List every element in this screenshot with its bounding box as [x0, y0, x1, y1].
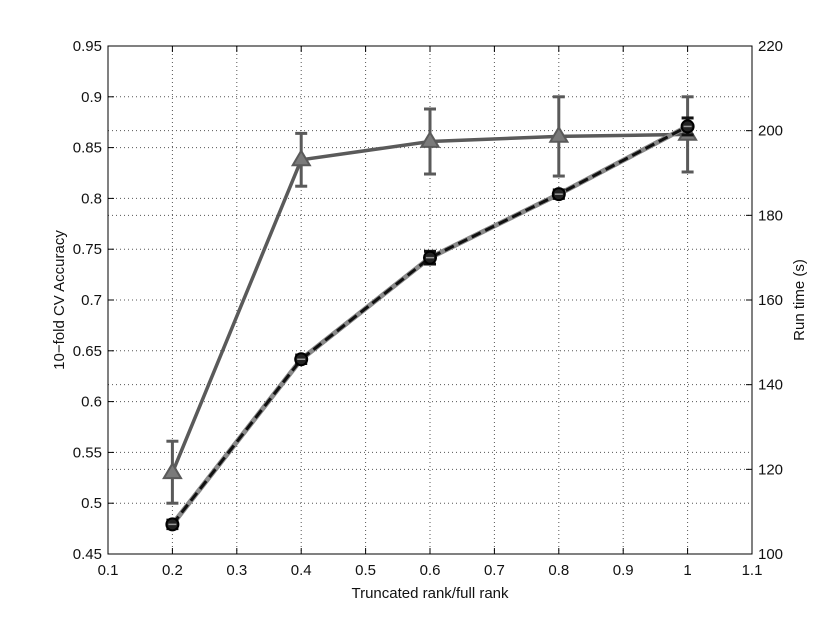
x-tick-label: 0.8: [548, 562, 569, 579]
x-tick-label: 0.2: [162, 562, 183, 579]
x-tick-label: 0.9: [613, 562, 634, 579]
y-left-tick-label: 0.7: [81, 292, 102, 309]
y-right-tick-label: 100: [758, 546, 783, 563]
y-left-tick-label: 0.55: [73, 444, 102, 461]
y-left-tick-label: 0.65: [73, 343, 102, 360]
x-tick-label: 0.3: [226, 562, 247, 579]
x-tick-label: 0.1: [98, 562, 119, 579]
x-tick-label: 0.5: [355, 562, 376, 579]
x-tick-label: 1.1: [742, 562, 763, 579]
y-right-tick-label: 160: [758, 292, 783, 309]
y-right-tick-label: 180: [758, 207, 783, 224]
series-0-point: [419, 130, 441, 148]
y-left-tick-label: 0.9: [81, 89, 102, 106]
x-tick-label: 1: [683, 562, 691, 579]
y-right-tick-label: 140: [758, 377, 783, 394]
y-left-tick-label: 0.75: [73, 241, 102, 258]
y-left-tick-label: 0.45: [73, 546, 102, 563]
series-0-point: [162, 461, 183, 480]
y-right-tick-label: 220: [758, 38, 783, 55]
x-tick-label: 0.7: [484, 562, 505, 579]
y-axis-left-label: 10−fold CV Accuracy: [51, 230, 68, 370]
y-axis-right-label: Run time (s): [791, 259, 808, 341]
series-0-point: [290, 148, 312, 167]
y-left-tick-label: 0.8: [81, 190, 102, 207]
x-tick-label: 0.4: [291, 562, 312, 579]
series: [162, 95, 698, 532]
series-1-line: [171, 125, 689, 526]
y-left-tick-label: 0.6: [81, 394, 102, 411]
y-left-tick-label: 0.95: [73, 38, 102, 55]
x-tick-label: 0.6: [420, 562, 441, 579]
series-0-point: [548, 125, 570, 143]
x-axis-label: Truncated rank/full rank: [351, 585, 509, 602]
y-right-tick-label: 200: [758, 123, 783, 140]
y-left-tick-label: 0.5: [81, 495, 102, 512]
y-left-tick-label: 0.85: [73, 140, 102, 157]
y-right-tick-label: 120: [758, 461, 783, 478]
ticks: 0.1 0.2 0.3 0.4 0.5 0.6 0.7 0.8 0.9 1 1.1 0.45 0.5 0.…: [73, 38, 783, 579]
